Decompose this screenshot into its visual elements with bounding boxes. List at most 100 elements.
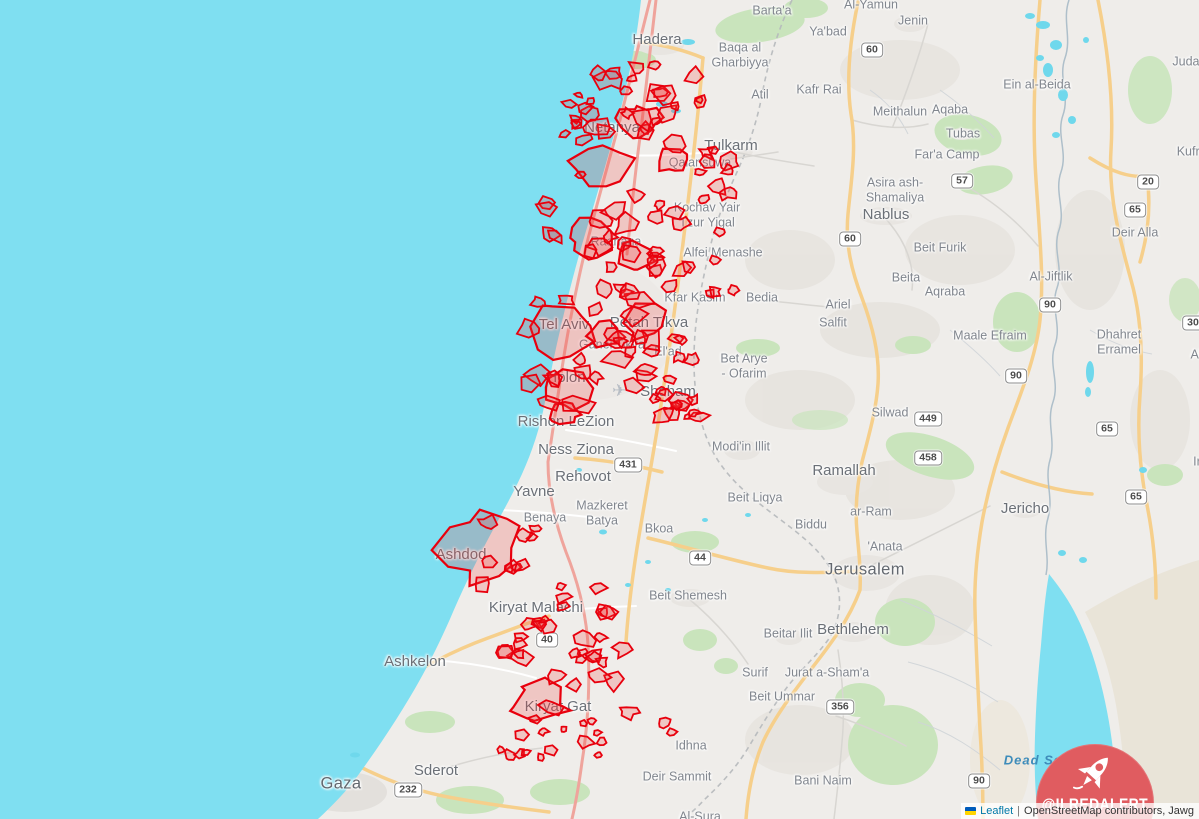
alert-zone-polygon[interactable] [698,153,716,169]
alert-zone-polygon[interactable] [573,364,592,380]
alert-zone-polygon[interactable] [719,162,734,176]
alert-zone-polygon[interactable] [546,369,564,388]
alert-zone-polygon[interactable] [595,736,608,747]
alert-zone-polygon[interactable] [496,745,507,755]
alert-zone-polygon[interactable] [503,561,514,574]
alert-zone-polygon[interactable] [513,557,531,573]
alert-zone-polygon[interactable] [587,667,614,684]
alert-zone-polygon[interactable] [650,116,661,127]
alert-zone-polygon[interactable] [658,716,672,730]
alert-zone-polygon[interactable] [537,752,545,762]
alert-zone-polygon[interactable] [520,748,533,757]
alert-zone-polygon[interactable] [630,108,653,133]
alert-zone-polygon[interactable] [430,508,521,588]
alert-zone-polygon[interactable] [574,654,588,664]
alert-zone-polygon[interactable] [616,236,632,253]
alert-zone-polygon[interactable] [543,744,559,757]
alert-zone-polygon[interactable] [556,601,571,612]
alert-zone-polygon[interactable] [560,725,568,733]
alert-zone-polygon[interactable] [619,85,634,96]
alert-zone-polygon[interactable] [515,527,535,544]
alert-zone-polygon[interactable] [645,255,667,279]
alert-zone-polygon[interactable] [662,205,686,221]
alert-zone-polygon[interactable] [595,278,613,300]
alert-zone-polygon[interactable] [514,728,531,742]
alert-zone-polygon[interactable] [660,278,678,294]
alert-zone-polygon[interactable] [564,676,582,693]
alert-zone-polygon[interactable] [528,295,547,308]
alert-zone-polygon[interactable] [534,201,559,218]
alert-zone-polygon[interactable] [633,328,649,346]
alert-zone-polygon[interactable] [587,301,604,317]
alert-zone-polygon[interactable] [648,245,666,257]
alert-zone-polygon[interactable] [719,150,740,172]
alert-zone-polygon[interactable] [683,412,691,420]
alert-zone-polygon[interactable] [662,133,687,154]
alert-zone-polygon[interactable] [662,374,678,385]
alert-zone-polygon[interactable] [672,334,688,347]
alert-zone-polygon[interactable] [568,647,582,659]
alert-zone-polygon[interactable] [654,387,675,403]
alert-zone-polygon[interactable] [576,734,597,750]
alert-zone-polygon[interactable] [667,390,694,412]
alert-zone-polygon[interactable] [712,226,726,238]
alert-zone-polygon[interactable] [572,351,587,367]
alert-zone-polygon[interactable] [625,73,638,83]
alert-zone-polygon[interactable] [536,394,562,412]
alert-zone-polygon[interactable] [671,215,693,232]
alert-zone-polygon[interactable] [537,727,552,738]
alert-zone-polygon[interactable] [555,581,568,592]
alert-zone-polygon[interactable] [528,524,543,533]
alert-zone-polygon[interactable] [619,105,636,121]
alert-zone-polygon[interactable] [672,350,686,364]
alert-zone-polygon[interactable] [588,582,610,596]
alert-zone-polygon[interactable] [594,656,609,669]
alert-zone-polygon[interactable] [683,64,705,85]
alert-zone-polygon[interactable] [669,101,680,112]
alert-zone-polygon[interactable] [605,261,618,273]
alert-zone-polygon[interactable] [566,144,637,188]
alert-zone-polygon[interactable] [624,345,637,359]
alert-zone-polygon[interactable] [708,254,723,266]
alert-zone-polygon[interactable] [613,210,641,236]
alert-zone-polygon[interactable] [682,351,700,367]
alert-zone-polygon[interactable] [503,748,517,761]
alert-zone-polygon[interactable] [481,554,499,569]
alert-zone-polygon[interactable] [708,285,722,298]
alert-zone-polygon[interactable] [623,376,646,395]
alert-zone-polygon[interactable] [657,104,678,124]
alert-zone-polygon[interactable] [587,370,606,386]
alert-zone-polygon[interactable] [618,706,642,722]
osm-credits-link[interactable]: OpenStreetMap contributors, Jawg [1024,805,1194,817]
alert-zone-polygon[interactable] [685,392,699,407]
leaflet-link[interactable]: Leaflet [980,805,1014,817]
alert-zone-polygon[interactable] [529,304,597,362]
alert-zone-polygon[interactable] [561,394,598,415]
alert-zone-polygon[interactable] [495,644,514,660]
alert-zone-polygon[interactable] [586,717,598,726]
alert-zone-polygon[interactable] [572,91,584,99]
alert-zone-polygon[interactable] [602,227,620,245]
alert-zone-polygon[interactable] [632,362,659,376]
alert-zone-polygon[interactable] [476,513,499,530]
alert-zone-polygon[interactable] [558,128,572,139]
alert-zone-polygon[interactable] [621,244,642,264]
alert-zone-polygon[interactable] [515,317,541,339]
alert-zone-polygon[interactable] [649,84,677,107]
alert-zone-polygon[interactable] [646,254,659,270]
alert-zone-polygon[interactable] [610,641,635,660]
alert-zone-polygon[interactable] [697,194,711,205]
alert-zone-polygon[interactable] [572,629,598,648]
alert-zone-polygon[interactable] [593,751,604,759]
alert-zone-polygon[interactable] [559,98,579,109]
alert-zone-polygon[interactable] [527,714,543,725]
alert-zone-polygon[interactable] [512,637,529,651]
alert-zone-polygon[interactable] [618,282,641,301]
alert-zone-polygon[interactable] [619,305,650,328]
alert-zone-polygon[interactable] [706,145,720,155]
alert-zone-polygon[interactable] [647,209,664,225]
alert-zone-polygon[interactable] [665,727,679,737]
alert-zone-polygon[interactable] [669,399,683,412]
alert-zone-polygon[interactable] [598,604,620,621]
